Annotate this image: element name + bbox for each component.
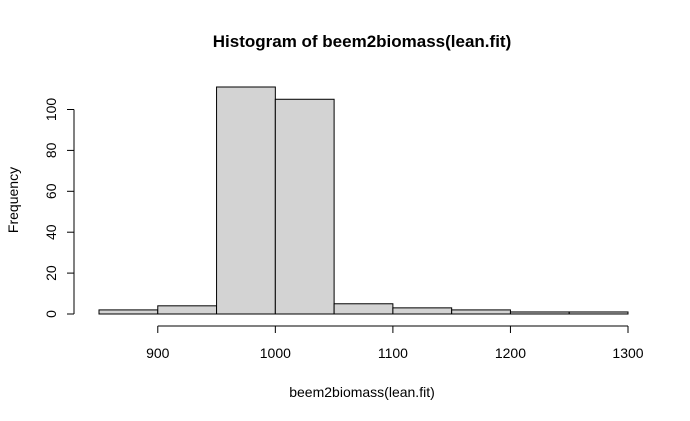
histogram-bar xyxy=(333,303,394,315)
x-axis: 900 1000 1100 1200 1300 xyxy=(146,325,644,361)
histogram-bar xyxy=(98,309,159,315)
y-tick-label: 40 xyxy=(43,224,59,240)
y-tick-label: 100 xyxy=(43,98,59,122)
y-axis: 0 20 40 60 80 100 xyxy=(43,98,75,318)
x-tick-label: 1100 xyxy=(378,345,408,361)
histogram-bar xyxy=(568,311,629,315)
chart-title: Histogram of beem2biomass(lean.fit) xyxy=(213,32,512,51)
y-tick-label: 0 xyxy=(43,310,59,318)
x-axis-label: beem2biomass(lean.fit) xyxy=(289,384,435,400)
x-tick-label: 1200 xyxy=(495,345,526,361)
histogram-bar xyxy=(157,305,218,315)
y-tick-label: 20 xyxy=(43,265,59,281)
y-axis-label: Frequency xyxy=(5,167,21,233)
histogram-bar xyxy=(274,98,335,315)
histogram-bar xyxy=(216,86,276,315)
x-tick-label: 1000 xyxy=(260,345,291,361)
histogram-bar xyxy=(392,307,453,315)
y-tick-label: 60 xyxy=(43,183,59,199)
y-tick-label: 80 xyxy=(43,142,59,158)
histogram-bar xyxy=(509,311,570,315)
bars xyxy=(98,86,629,315)
x-tick-label: 1300 xyxy=(612,345,643,361)
x-tick-label: 900 xyxy=(146,345,170,361)
histogram-bar xyxy=(451,309,511,315)
